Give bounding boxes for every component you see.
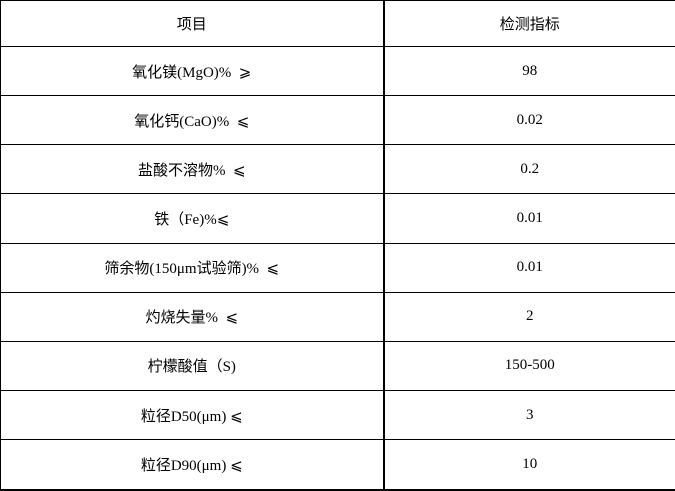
item-cell: 氧化镁(MgO)% ⩾ — [0, 45, 385, 97]
item-cell: 柠檬酸值（S) — [0, 340, 385, 391]
header-row: 项目 检测指标 — [0, 0, 675, 47]
value-cell: 150-500 — [383, 340, 675, 391]
header-item-cell: 项目 — [0, 0, 385, 47]
value-cell: 2 — [383, 291, 675, 342]
item-cell: 筛余物(150μm试验筛)% ⩽ — [0, 242, 385, 293]
table-row: 粒径D90(μm) ⩽ 10 — [0, 439, 675, 491]
item-cell: 粒径D50(μm) ⩽ — [0, 389, 385, 441]
item-cell: 氧化钙(CaO)% ⩽ — [0, 95, 385, 146]
value-cell: 10 — [383, 439, 675, 491]
value-cell: 3 — [383, 389, 675, 441]
item-cell: 盐酸不溶物% ⩽ — [0, 144, 385, 195]
table-row: 柠檬酸值（S) 150-500 — [0, 340, 675, 391]
item-cell: 铁（Fe)%⩽ — [0, 193, 385, 244]
value-cell: 0.2 — [383, 144, 675, 195]
table-row: 氧化钙(CaO)% ⩽ 0.02 — [0, 95, 675, 146]
value-cell: 0.02 — [383, 95, 675, 146]
header-value-cell: 检测指标 — [383, 0, 675, 47]
item-cell: 灼烧失量% ⩽ — [0, 291, 385, 342]
value-cell: 98 — [383, 45, 675, 97]
table-row: 盐酸不溶物% ⩽ 0.2 — [0, 144, 675, 195]
value-cell: 0.01 — [383, 193, 675, 244]
value-cell: 0.01 — [383, 242, 675, 293]
item-cell: 粒径D90(μm) ⩽ — [0, 439, 385, 491]
table-row: 粒径D50(μm) ⩽ 3 — [0, 389, 675, 441]
table-row: 筛余物(150μm试验筛)% ⩽ 0.01 — [0, 242, 675, 293]
table-row: 灼烧失量% ⩽ 2 — [0, 291, 675, 342]
table-row: 铁（Fe)%⩽ 0.01 — [0, 193, 675, 244]
table-row: 氧化镁(MgO)% ⩾ 98 — [0, 45, 675, 97]
